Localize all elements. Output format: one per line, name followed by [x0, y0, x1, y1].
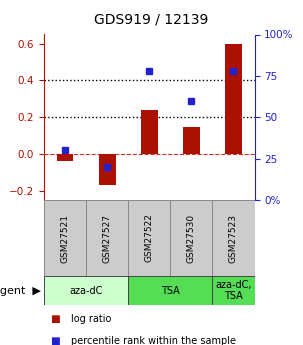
Text: GSM27521: GSM27521: [61, 214, 69, 263]
Bar: [128, 200, 170, 276]
Text: TSA: TSA: [161, 286, 180, 296]
Bar: [183, 127, 200, 154]
Bar: [212, 200, 255, 276]
Text: log ratio: log ratio: [71, 314, 112, 324]
Bar: [44, 276, 128, 305]
Bar: [86, 200, 128, 276]
Text: aza-dC: aza-dC: [69, 286, 103, 296]
Text: GSM27527: GSM27527: [103, 214, 112, 263]
Bar: [141, 110, 158, 154]
Text: GSM27530: GSM27530: [187, 214, 196, 263]
Text: GSM27523: GSM27523: [229, 214, 238, 263]
Text: GSM27522: GSM27522: [145, 214, 154, 263]
Bar: [99, 154, 115, 185]
Text: ■: ■: [50, 314, 60, 324]
Text: percentile rank within the sample: percentile rank within the sample: [71, 336, 236, 345]
Bar: [44, 200, 86, 276]
Text: aza-dC,
TSA: aza-dC, TSA: [215, 280, 252, 301]
Text: agent  ▶: agent ▶: [0, 286, 41, 296]
Bar: [128, 276, 212, 305]
Bar: [225, 44, 242, 154]
Bar: [170, 200, 212, 276]
Bar: [57, 154, 73, 161]
Text: GDS919 / 12139: GDS919 / 12139: [94, 12, 209, 26]
Text: ■: ■: [50, 336, 60, 345]
Bar: [212, 276, 255, 305]
